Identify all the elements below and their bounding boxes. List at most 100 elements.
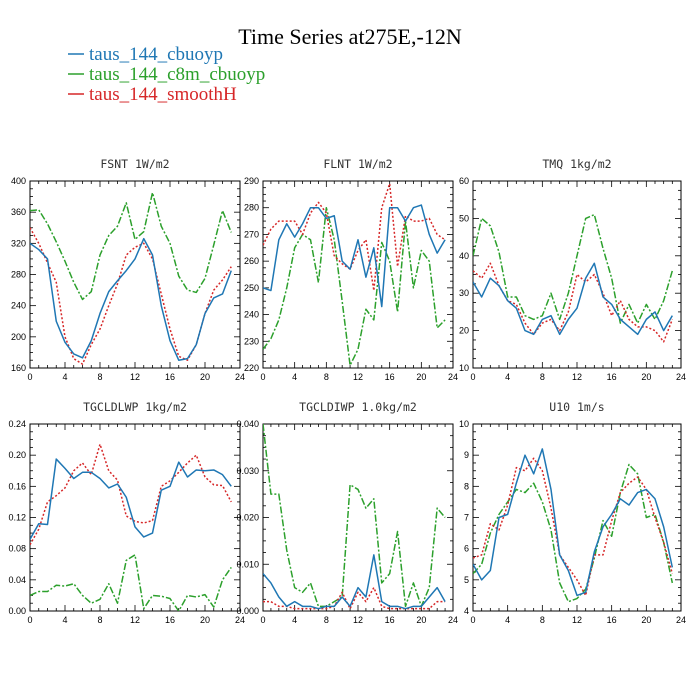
y-tick-label: 0.08 [8,544,26,554]
y-tick-label: 400 [11,176,26,186]
y-tick-label: 10 [459,363,469,373]
x-tick-label: 24 [448,615,458,625]
x-tick-label: 0 [27,615,32,625]
legend-label-taus_144_c8m_cbuoyp: taus_144_c8m_cbuoyp [89,64,265,85]
x-tick-label: 12 [572,372,582,382]
x-tick-label: 8 [324,372,329,382]
series-line-taus_144_smoothH [30,443,232,546]
y-tick-label: 200 [11,332,26,342]
x-tick-label: 16 [165,615,175,625]
y-tick-label: 160 [11,363,26,373]
x-tick-label: 4 [62,372,67,382]
series-line-taus_144_cbuoyp [263,554,446,610]
x-tick-label: 24 [676,615,686,625]
x-tick-label: 0 [470,615,475,625]
series-line-taus_144_c8m_cbuoyp [473,463,674,603]
x-tick-label: 24 [235,615,245,625]
x-tick-label: 8 [540,372,545,382]
x-tick-label: 16 [385,615,395,625]
x-tick-label: 0 [260,615,265,625]
series-line-taus_144_smoothH [263,586,446,610]
x-tick-label: 20 [200,372,210,382]
y-tick-label: 280 [244,203,259,213]
x-tick-label: 20 [641,615,651,625]
y-tick-label: 6 [464,544,469,554]
plot-frame [262,180,454,369]
y-tick-label: 230 [244,336,259,346]
chart-panel-4: TGCLDIWP 1.0kg/m20 4 8 12 16 20 240.0000.0100.… [236,400,458,625]
panel-title: U10 1m/s [549,400,604,414]
y-tick-label: 260 [244,256,259,266]
x-tick-label: 16 [607,372,617,382]
x-tick-label: 24 [676,372,686,382]
plot-frame [29,180,241,369]
y-tick-label: 0.010 [236,559,259,569]
series-line-taus_144_c8m_cbuoyp [30,554,232,611]
x-tick-label: 16 [607,615,617,625]
y-tick-label: 0.020 [236,513,259,523]
chart-panel-1: FLNT 1W/m2 0 4 8 12 16 20 24 220 230 240 250 260 270 2… [244,157,458,382]
x-tick-label: 0 [260,372,265,382]
x-tick-label: 16 [165,372,175,382]
y-tick-label: 60 [459,176,469,186]
y-tick-label: 320 [11,238,26,248]
chart-panel-2: TMQ 1kg/m2 0 4 8 12 16 20 24 10 20 30 40 50 60 [459,157,686,382]
panel-title: FLNT 1W/m2 [323,157,392,171]
legend: taus_144_cbuoyptaus_144_c8m_cbuoyptaus_1… [68,44,265,105]
y-tick-label: 240 [11,301,26,311]
legend-label-taus_144_smoothH: taus_144_smoothH [89,84,237,105]
plot-frame [472,423,682,612]
series-line-taus_144_cbuoyp [30,458,232,540]
x-tick-label: 4 [292,615,297,625]
panel-title: TGCLDIWP 1.0kg/m2 [299,400,417,414]
y-tick-label: 40 [459,251,469,261]
y-tick-label: 9 [464,450,469,460]
series-line-taus_144_c8m_cbuoyp [263,424,446,608]
x-tick-label: 4 [505,615,510,625]
panel-title: TMQ 1kg/m2 [542,157,611,171]
x-tick-label: 0 [470,372,475,382]
y-tick-label: 0.20 [8,450,26,460]
plot-frame [262,423,454,612]
panel-title: FSNT 1W/m2 [100,157,169,171]
plot-frame [472,180,682,369]
series-line-taus_144_smoothH [473,457,674,597]
plot-frame [29,423,241,612]
x-tick-label: 20 [416,615,426,625]
x-tick-label: 20 [200,615,210,625]
y-tick-label: 0.040 [236,419,259,429]
x-tick-label: 8 [324,615,329,625]
x-tick-label: 8 [97,615,102,625]
figure-title: Time Series at275E,-12N [238,24,462,49]
x-tick-label: 0 [27,372,32,382]
x-tick-label: 4 [62,615,67,625]
x-tick-label: 24 [448,372,458,382]
y-tick-label: 0.16 [8,481,26,491]
series-line-taus_144_cbuoyp [30,237,232,361]
x-tick-label: 12 [130,372,140,382]
chart-panel-3: TGCLDLWP 1kg/m2 0 4 8 12 16 20 24 0.00 0.04 0.08 0.… [8,400,245,625]
y-tick-label: 0.030 [236,466,259,476]
x-tick-label: 20 [641,372,651,382]
series-line-taus_144_cbuoyp [473,262,673,336]
y-tick-label: 7 [464,513,469,523]
chart-panels: FSNT 1W/m20 4 8 12 16 20 241602002402803203604… [8,157,686,625]
x-tick-label: 4 [292,372,297,382]
x-tick-label: 12 [353,615,363,625]
chart-panel-0: FSNT 1W/m2 0 4 8 12 16 20 24 160 200 240 280 320 360 4… [11,157,245,382]
series-line-taus_144_smoothH [263,182,446,292]
x-tick-label: 8 [540,615,545,625]
series-line-taus_144_c8m_cbuoyp [30,191,232,301]
x-tick-label: 24 [235,372,245,382]
y-tick-label: 250 [244,283,259,293]
x-tick-label: 16 [385,372,395,382]
y-tick-label: 270 [244,229,259,239]
legend-label-taus_144_cbuoyp: taus_144_cbuoyp [89,44,223,65]
y-tick-label: 20 [459,326,469,336]
x-tick-label: 12 [572,615,582,625]
series-line-taus_144_c8m_cbuoyp [263,206,446,367]
series-line-taus_144_smoothH [473,262,674,343]
series-line-taus_144_smoothH [30,227,232,365]
y-tick-label: 5 [464,575,469,585]
